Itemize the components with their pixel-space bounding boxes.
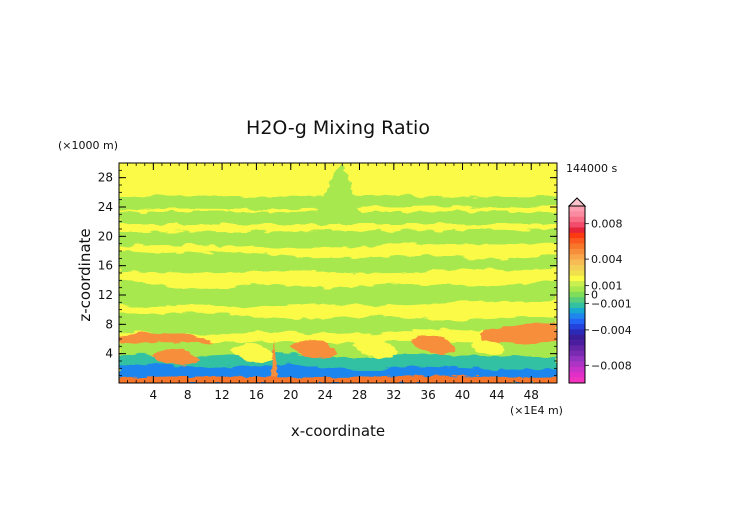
colorbar-band [569, 377, 585, 384]
field-roll-5 [410, 335, 456, 355]
y-axis-title: z-coordinate [76, 228, 94, 321]
x-unit-label: (×1E4 m) [510, 404, 563, 417]
colorbar-band [569, 270, 585, 277]
colorbar-band [569, 254, 585, 260]
colorbar-tick-label: −0.008 [591, 359, 632, 372]
y-tick-label: 12 [98, 288, 113, 302]
colorbar-band [569, 238, 585, 244]
colorbar-band [569, 248, 585, 255]
colorbar-tick-label: −0.001 [591, 297, 632, 310]
colorbar-band [569, 222, 585, 228]
x-tick-label: 8 [184, 388, 192, 402]
field-roll-3 [290, 339, 338, 359]
x-tick-label: 12 [214, 388, 229, 402]
colorbar-band [569, 275, 585, 282]
y-tick-label: 24 [98, 200, 113, 214]
time-label: 144000 s [566, 162, 617, 175]
colorbar-band [569, 361, 585, 368]
field-roll-4 [352, 339, 398, 359]
colorbar-tick-label: 0 [591, 289, 598, 302]
field-band-16 [119, 250, 557, 274]
x-tick-label: 44 [489, 388, 504, 402]
colorbar-band [569, 232, 585, 239]
x-axis-title: x-coordinate [291, 422, 385, 440]
colorbar-band [569, 318, 585, 325]
colorbar-band [569, 302, 585, 309]
field-band-10 [119, 312, 557, 336]
field-roll-2 [230, 343, 276, 363]
colorbar-band [569, 297, 585, 303]
field-band-22 [119, 212, 557, 224]
field-band-20 [119, 230, 557, 248]
x-axis: 4 8 12 16 20 24 28 32 36 40 44 48 [127, 163, 549, 402]
x-tick-label: 40 [455, 388, 470, 402]
colorbar-tick-label: 0.004 [591, 253, 623, 266]
colorbar-band [569, 334, 585, 341]
chart-title: H2O-g Mixing Ratio [246, 117, 430, 139]
colorbar-band [569, 345, 585, 352]
heatmap-field [119, 163, 557, 383]
x-tick-label: 4 [150, 388, 158, 402]
colorbar-band [569, 366, 585, 373]
colorbar-arrow-top [567, 197, 587, 207]
colorbar-band [569, 206, 585, 212]
colorbar-band [569, 211, 585, 218]
y-tick-label: 20 [98, 229, 113, 243]
x-tick-label: 36 [421, 388, 436, 402]
field-roll-6 [470, 340, 506, 356]
y-tick-label: 4 [105, 347, 113, 361]
colorbar-band [569, 243, 585, 250]
colorbar-band [569, 265, 585, 271]
y-tick-label: 8 [105, 317, 113, 331]
colorbar-tick-label: −0.004 [591, 324, 632, 337]
field-roll-1 [150, 348, 200, 366]
field-band-14 [119, 278, 557, 308]
colorbar-band [569, 313, 585, 319]
y-tick-label: 16 [98, 259, 113, 273]
colorbar-band [569, 227, 585, 234]
colorbar-tick-label: 0.001 [591, 280, 623, 293]
colorbar-band [569, 286, 585, 293]
colorbar-band [569, 324, 585, 330]
y-axis: 4 8 12 16 20 24 28 [98, 169, 557, 377]
colorbar-band [569, 350, 585, 357]
colorbar-band [569, 340, 585, 346]
x-tick-label: 24 [317, 388, 332, 402]
colorbar-band [569, 259, 585, 266]
colorbar-tick-label: 0.008 [591, 218, 623, 231]
field-spike [270, 340, 278, 383]
colorbar-band [569, 372, 585, 378]
y-tick-label: 28 [98, 171, 113, 185]
colorbar-band [569, 216, 585, 223]
x-tick-label: 20 [283, 388, 298, 402]
x-tick-label: 28 [352, 388, 367, 402]
field-surface-orange [119, 375, 557, 383]
x-tick-label: 16 [249, 388, 264, 402]
x-tick-label: 48 [524, 388, 539, 402]
colorbar-band [569, 329, 585, 336]
y-unit-label: (×1000 m) [58, 139, 118, 152]
colorbar-band [569, 356, 585, 362]
x-tick-label: 32 [386, 388, 401, 402]
colorbar-band [569, 307, 585, 314]
colorbar-band [569, 291, 585, 298]
colorbar-band [569, 281, 585, 287]
field-plume-top [318, 163, 360, 212]
